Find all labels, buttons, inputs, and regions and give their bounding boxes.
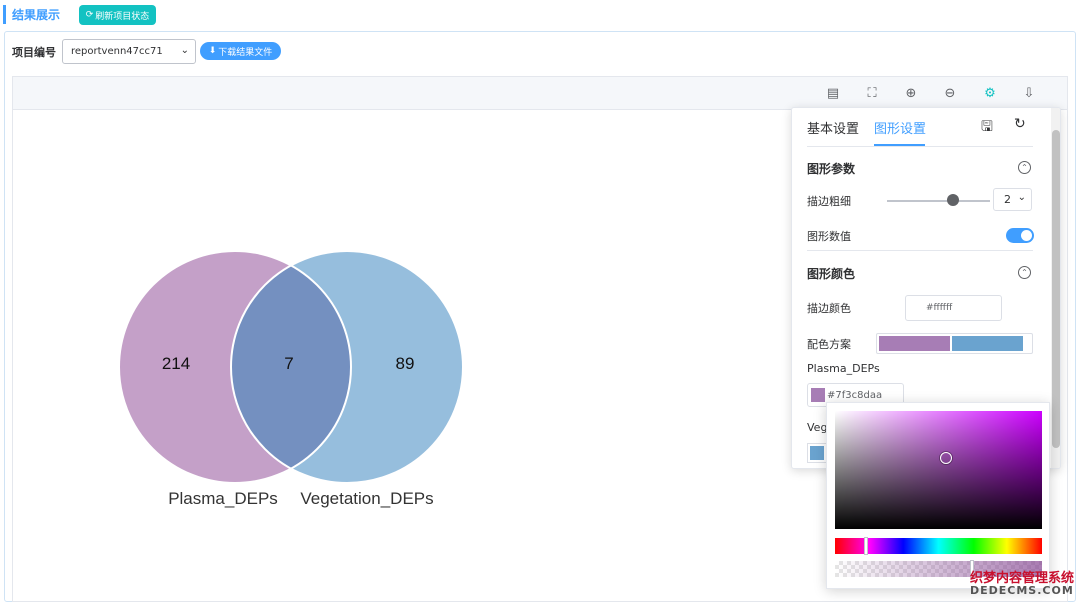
stroke-width-value: 2 [1004,193,1011,206]
tab-basic-settings[interactable]: 基本设置 [807,122,860,137]
scheme-swatch-2 [952,336,1023,351]
hue-slider[interactable] [835,538,1042,554]
series-color-label-2: Veg [807,421,828,434]
color-scheme-select[interactable] [876,333,1033,354]
saturation-value-panel[interactable] [835,411,1042,529]
venn-value-a-only: 214 [162,354,190,373]
venn-diagram: 214 7 89 Plasma_DEPs Vegetation_DEPs [118,250,464,508]
top-bar: 结果展示 ⟳ 刷新项目状态 [0,0,1080,30]
stroke-width-select[interactable]: 2 ⌄ [993,188,1032,211]
venn-set-b-outline [230,250,464,484]
active-tab-indicator [874,144,925,146]
venn-value-intersection: 7 [284,354,293,373]
venn-label-a: Plasma_DEPs [168,489,278,508]
project-id-label: 项目编号 [12,46,56,59]
table-icon[interactable]: ▤ [826,85,840,101]
settings-scroll-thumb[interactable] [1052,130,1060,448]
series-color-chip-1 [811,388,825,402]
chevron-down-icon: ⌄ [180,45,189,56]
collapse-color-icon[interactable]: ⌃ [1018,266,1031,279]
download-results-button[interactable]: ⬇ 下载结果文件 [200,42,281,60]
stroke-color-label: 描边颜色 [807,302,851,315]
reset-icon[interactable]: ↻ [1014,116,1026,132]
graphic-params-title: 图形参数 [807,162,856,176]
tab-graphic-settings[interactable]: 图形设置 [874,122,927,137]
settings-icon[interactable]: ⚙ [984,85,996,101]
series-color-input-2[interactable] [807,443,827,463]
refresh-status-button[interactable]: ⟳ 刷新项目状态 [79,5,156,25]
color-picker-dropdown [826,402,1050,589]
chart-toolbar: ▤ ⛶ ⊕ ⊖ ⚙ ⇩ [13,77,1067,110]
download-button-label: 下载结果文件 [218,47,273,58]
stroke-color-input[interactable]: #ffffff [905,295,1002,321]
project-select-value: reportvenn47cc71 [71,46,163,57]
venn-set-a-outline [118,250,352,484]
stroke-width-label: 描边粗细 [807,195,851,208]
stroke-width-slider[interactable] [887,200,990,202]
alpha-slider[interactable] [835,561,1042,577]
section-title: 结果展示 [12,8,61,22]
scheme-swatch-1 [879,336,950,351]
settings-scrollbar[interactable] [1051,108,1060,468]
refresh-icon: ⟳ [85,10,94,20]
show-values-toggle[interactable] [1006,228,1034,243]
chevron-down-icon: ⌄ [1017,192,1026,203]
zoom-in-icon[interactable]: ⊕ [905,85,917,101]
watermark-url: DEDECMS.COM [970,584,1074,597]
download-icon: ⬇ [208,46,217,56]
hue-slider-thumb[interactable] [864,537,868,555]
saturation-cursor[interactable] [940,452,952,464]
title-accent [3,5,6,24]
cloud-download-icon[interactable]: ⇩ [1023,85,1035,101]
series-color-value-1: #7f3c8daa [827,389,883,401]
zoom-out-icon[interactable]: ⊖ [944,85,956,101]
venn-value-b-only: 89 [396,354,415,373]
series-color-label-1: Plasma_DEPs [807,362,880,375]
venn-label-b: Vegetation_DEPs [300,489,433,508]
venn-intersection [231,251,351,483]
watermark-text: 织梦内容管理系统 [970,571,1075,586]
save-icon[interactable]: 🖫 [981,119,993,135]
divider [807,250,1033,251]
refresh-button-label: 刷新项目状态 [95,11,150,22]
stroke-width-slider-handle[interactable] [947,194,959,206]
graphic-color-title: 图形颜色 [807,267,856,281]
color-scheme-label: 配色方案 [807,338,851,351]
alpha-slider-thumb[interactable] [970,560,974,578]
series-color-chip-2 [810,446,824,460]
tab-divider [807,146,1033,147]
project-select[interactable]: reportvenn47cc71 ⌄ [62,39,196,64]
collapse-params-icon[interactable]: ⌃ [1018,161,1031,174]
show-values-label: 图形数值 [807,230,851,243]
fullscreen-icon[interactable]: ⛶ [867,85,877,101]
